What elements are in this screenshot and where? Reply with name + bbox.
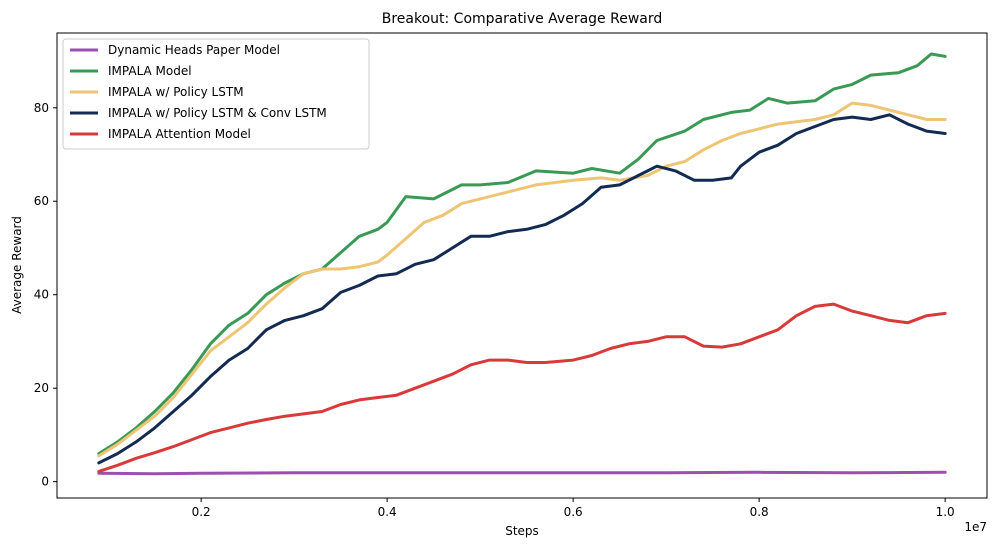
series-line-3 xyxy=(97,101,947,458)
plot-frame xyxy=(56,32,988,499)
x-tick-label: 0.6 xyxy=(564,505,583,519)
y-tick-label: 60 xyxy=(34,194,49,208)
legend: Dynamic Heads Paper Model IMPALA Model IMP… xyxy=(62,38,370,150)
x-tick-label: 0.2 xyxy=(192,505,211,519)
x-tick-label: 0.4 xyxy=(378,505,397,519)
legend-label: Dynamic Heads Paper Model xyxy=(108,43,280,57)
legend-box xyxy=(62,38,370,150)
x-axis-multiplier: 1e7 xyxy=(964,520,987,534)
y-tick-label: 20 xyxy=(34,381,49,395)
legend-label: IMPALA w/ Policy LSTM xyxy=(108,85,244,99)
series-line-5 xyxy=(97,302,947,473)
chart-title: Breakout: Comparative Average Reward xyxy=(382,11,663,27)
series-line-2 xyxy=(97,52,947,456)
x-tick-label: 0.8 xyxy=(750,505,769,519)
y-tick-label: 0 xyxy=(41,475,49,489)
x-axis-label: Steps xyxy=(505,524,539,538)
legend-label: IMPALA Model xyxy=(108,64,192,78)
y-tick-label: 80 xyxy=(34,101,49,115)
legend-label: IMPALA Attention Model xyxy=(108,127,251,141)
series-layer xyxy=(97,52,947,476)
y-axis: 0 20 40 60 80 xyxy=(34,101,57,489)
legend-label: IMPALA w/ Policy LSTM & Conv LSTM xyxy=(108,106,327,120)
x-tick-label: 1.0 xyxy=(936,505,955,519)
series-line-4 xyxy=(97,113,947,465)
series-line-1 xyxy=(97,470,947,476)
y-axis-label: Average Reward xyxy=(10,216,24,314)
y-tick-label: 40 xyxy=(34,288,49,302)
x-axis: 0.2 0.4 0.6 0.8 1.0 xyxy=(192,498,955,519)
